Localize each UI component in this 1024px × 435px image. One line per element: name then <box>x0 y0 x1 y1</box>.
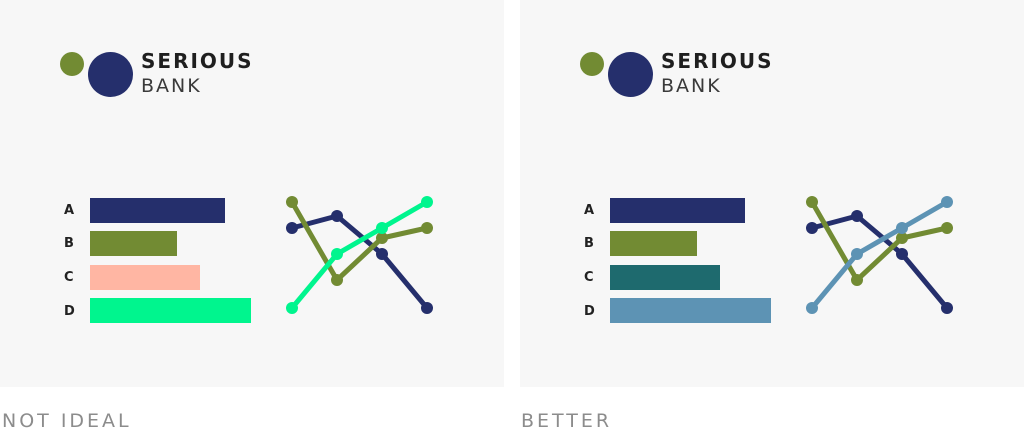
series-3-point <box>376 222 388 234</box>
line-chart-better <box>806 196 953 314</box>
series-1-point <box>851 210 863 222</box>
bar-b <box>90 231 177 256</box>
bar-category-label: D <box>584 304 595 319</box>
series-3-point <box>896 222 908 234</box>
logo-text-bank: BANK <box>141 75 202 97</box>
bar-category-label: C <box>64 270 74 285</box>
logo-text-serious: SERIOUS <box>661 49 774 73</box>
bar-category-label: A <box>64 203 75 218</box>
panel-better: SERIOUS BANK A B C D <box>520 0 1024 387</box>
series-2-point <box>376 232 388 244</box>
line-chart-not-ideal <box>286 196 433 314</box>
series-line-2 <box>809 199 950 283</box>
series-1-point <box>421 302 433 314</box>
bar-c <box>90 265 200 290</box>
bar-category-label: B <box>64 236 74 251</box>
bar-category-label: C <box>584 270 594 285</box>
series-line-1 <box>289 213 430 311</box>
series-3-point <box>331 248 343 260</box>
logo-small-dot <box>60 52 84 76</box>
bar-b <box>610 231 697 256</box>
caption-not-ideal: NOT IDEAL <box>2 410 132 432</box>
series-3-point <box>941 196 953 208</box>
series-2-point <box>896 232 908 244</box>
series-2-point <box>331 274 343 286</box>
series-1-point <box>941 302 953 314</box>
series-line-1 <box>809 213 950 311</box>
panel-not-ideal: SERIOUS BANK A B C D <box>0 0 504 387</box>
series-3-point <box>806 302 818 314</box>
logo-big-dot <box>88 52 133 97</box>
bar-d <box>610 298 771 323</box>
bar-a <box>90 198 225 223</box>
series-line-3 <box>809 199 950 311</box>
caption-better: BETTER <box>521 410 613 432</box>
series-3-point <box>421 196 433 208</box>
series-1-point <box>896 248 908 260</box>
bar-category-label: D <box>64 304 75 319</box>
series-1-point <box>806 222 818 234</box>
series-2-point <box>851 274 863 286</box>
bar-d <box>90 298 251 323</box>
series-2-point <box>421 222 433 234</box>
logo-text-serious: SERIOUS <box>141 49 254 73</box>
bar-c <box>610 265 720 290</box>
bar-a <box>610 198 745 223</box>
logo-big-dot <box>608 52 653 97</box>
serious-bank-logo: SERIOUS BANK <box>60 50 280 100</box>
serious-bank-logo: SERIOUS BANK <box>580 50 800 100</box>
bar-category-label: A <box>584 203 595 218</box>
logo-small-dot <box>580 52 604 76</box>
logo-text-bank: BANK <box>661 75 722 97</box>
series-3-point <box>286 302 298 314</box>
series-1-point <box>331 210 343 222</box>
series-3-point <box>851 248 863 260</box>
bar-category-label: B <box>584 236 594 251</box>
series-1-point <box>286 222 298 234</box>
series-2-point <box>286 196 298 208</box>
series-2-point <box>806 196 818 208</box>
series-line-2 <box>289 199 430 283</box>
series-2-point <box>941 222 953 234</box>
series-line-3 <box>289 199 430 311</box>
series-1-point <box>376 248 388 260</box>
